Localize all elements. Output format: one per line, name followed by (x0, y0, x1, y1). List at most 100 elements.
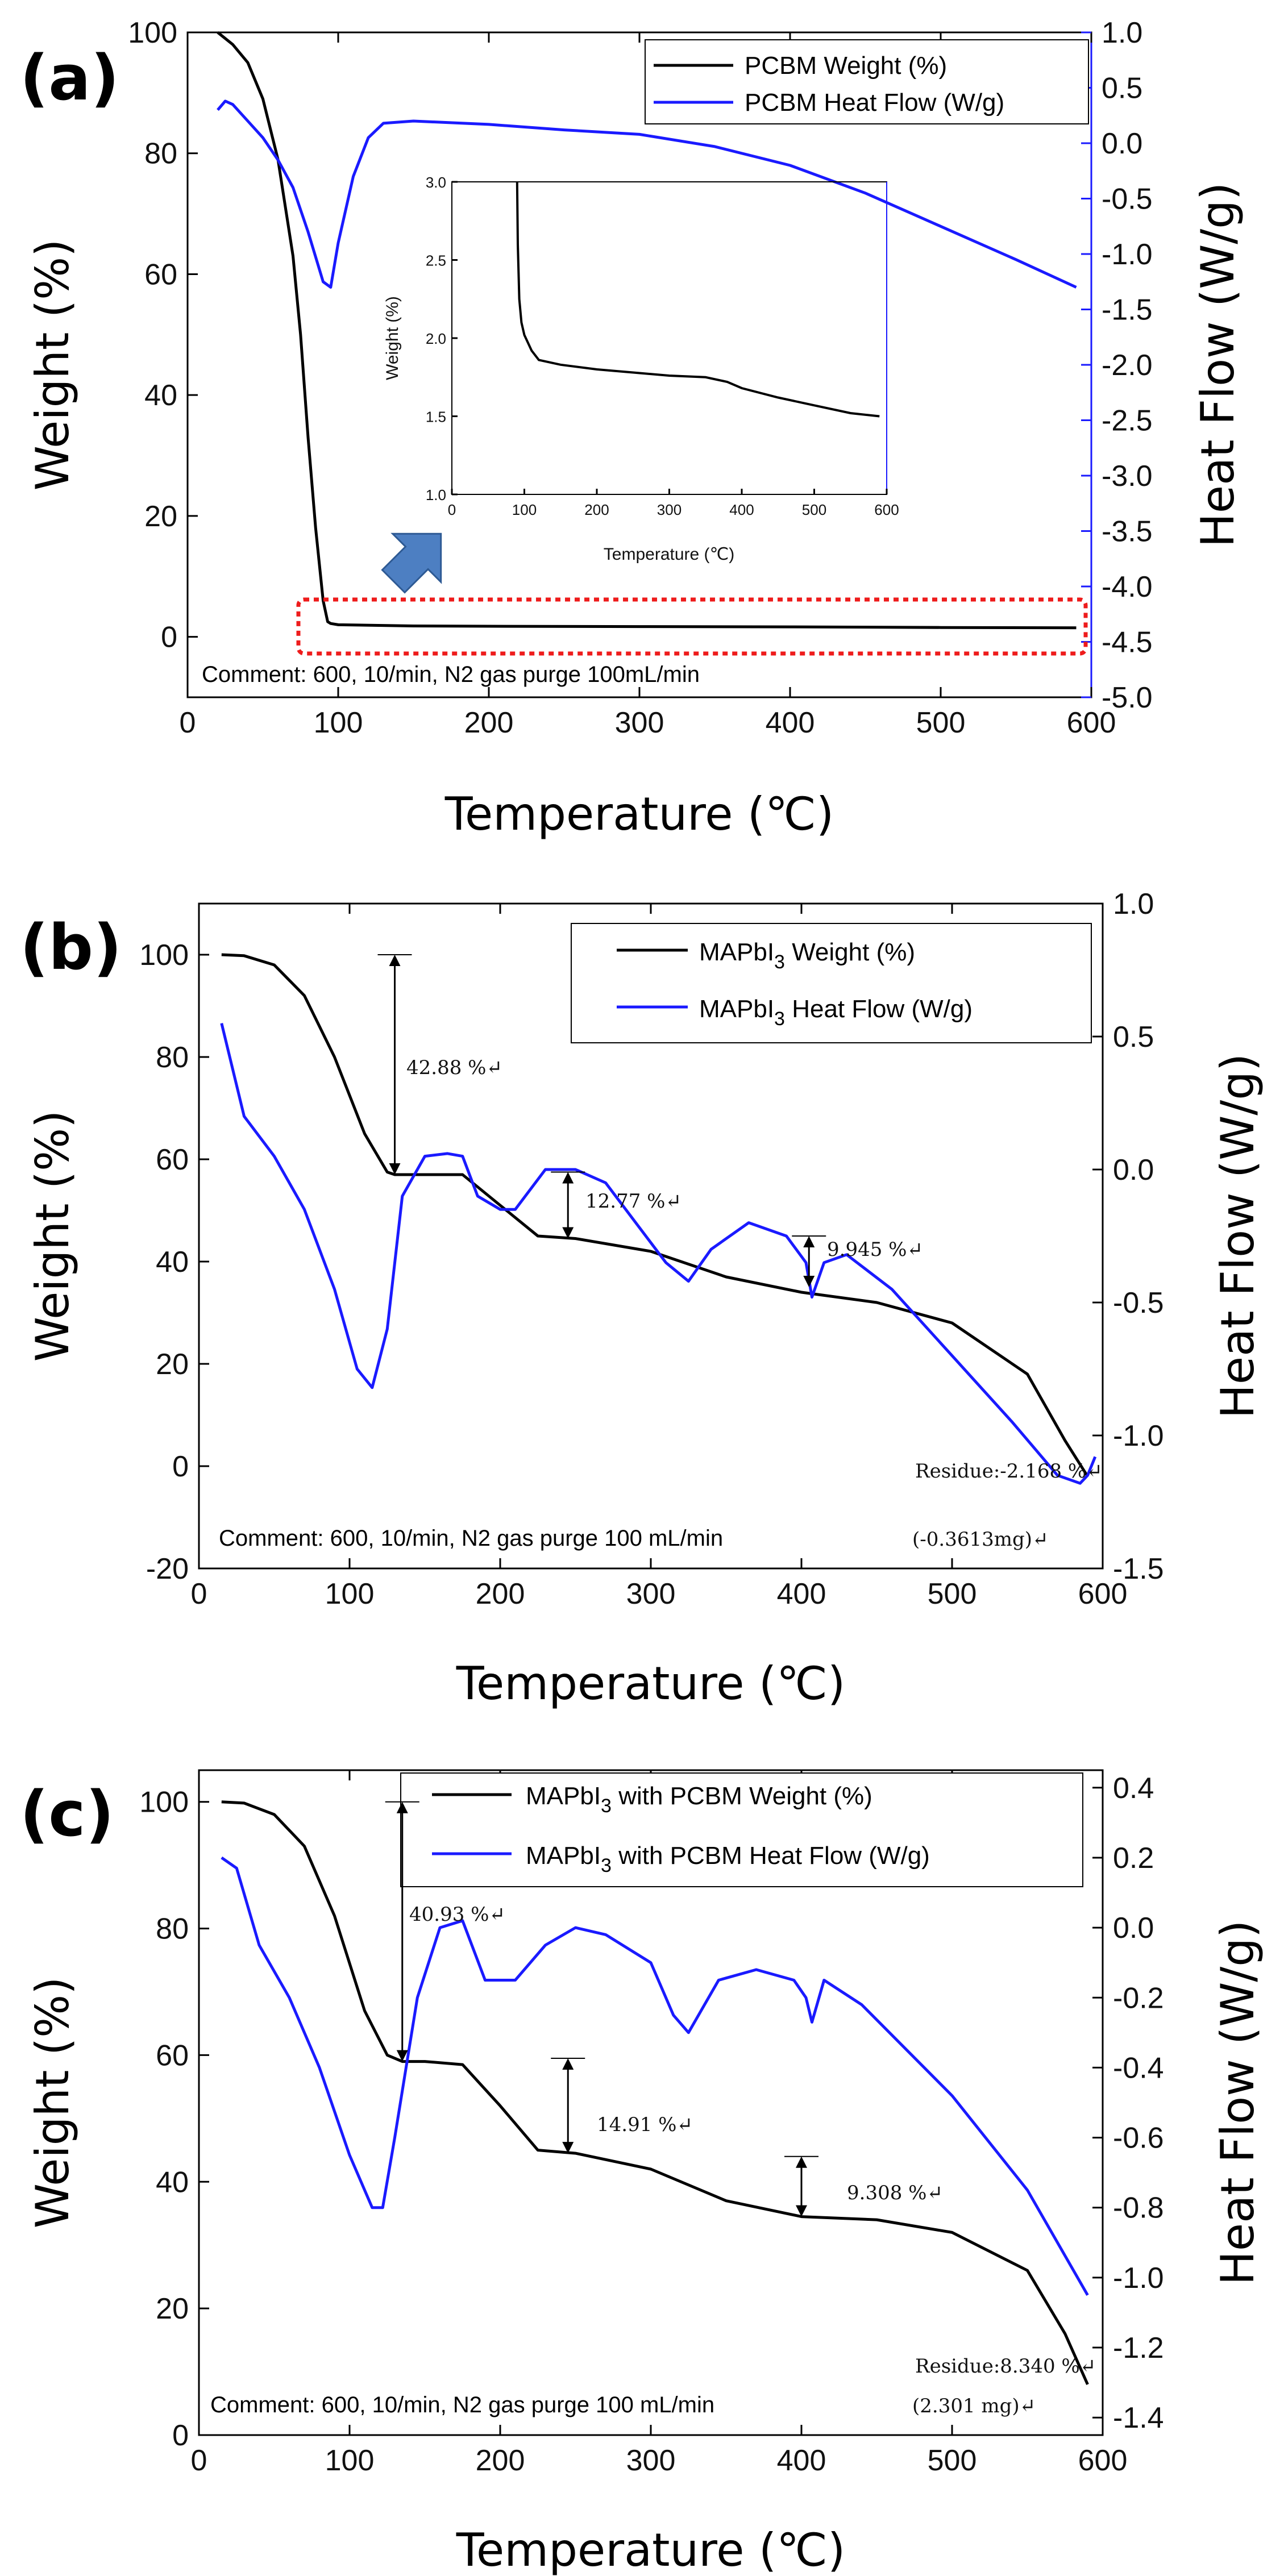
residue-label: Residue:8.340 %↵ (915, 2355, 1096, 2378)
panel-c-comment: Comment: 600, 10/min, N2 gas purge 100 m… (210, 2392, 714, 2417)
inset-x-tick-label: 500 (802, 501, 826, 518)
weight-curve (221, 1800, 1089, 2385)
y2-tick-label: 0.0 (1102, 127, 1142, 160)
inset-y-tick-label: 3.0 (426, 174, 446, 191)
y-tick-label: -20 (146, 1553, 189, 1585)
y-tick-label: 20 (144, 500, 177, 533)
inset-x-tick-label: 600 (874, 501, 899, 518)
panel-a-label: (a) (20, 41, 119, 114)
mass-loss-label-3: 9.308 %↵ (847, 2182, 943, 2204)
legend-label-weight: PCBM Weight (%) (745, 52, 947, 80)
panel-a-data-marks (217, 31, 1077, 630)
x-tick-label: 500 (928, 1578, 977, 1610)
y2-tick-label: -0.4 (1113, 2051, 1164, 2084)
x-tick-label: 100 (314, 706, 363, 739)
x-tick-label: 400 (777, 1578, 826, 1610)
panel-c-annotations: 40.93 %↵ 14.91 %↵ 9.308 %↵ Residue:8.340… (385, 1801, 1096, 2417)
x-tick-label: 300 (615, 706, 664, 739)
mass-loss-label-1: 42.88 %↵ (406, 1056, 502, 1079)
y2-tick-label: -4.0 (1102, 571, 1153, 604)
inset-x-tick-label: 100 (512, 501, 537, 518)
x-tick-label: 300 (626, 2444, 676, 2477)
mass-loss-arrow-2 (551, 2058, 585, 2154)
y-tick-label: 0 (172, 2419, 189, 2452)
panel-b-y-axis-label: Weight (%) (26, 1110, 79, 1362)
legend-label-weight: MAPbI3 with PCBM Weight (%) (526, 1782, 872, 1817)
heat-flow-curve (220, 1023, 1097, 1485)
y-tick-label: 100 (128, 16, 177, 49)
y2-tick-label: -1.5 (1102, 294, 1153, 327)
panel-a-legend: PCBM Weight (%) PCBM Heat Flow (W/g) (645, 39, 1089, 124)
inset-x-tick-label: 0 (448, 501, 456, 518)
y2-tick-label: -5.0 (1102, 681, 1153, 714)
y-tick-label: 20 (156, 1348, 189, 1381)
y-tick-label: 0 (161, 621, 177, 654)
x-tick-label: 200 (464, 706, 514, 739)
y2-tick-label: 0.5 (1113, 1021, 1154, 1054)
mass-loss-arrow-3 (784, 2155, 818, 2217)
y2-tick-label: -0.5 (1113, 1287, 1164, 1320)
y-tick-label: 40 (156, 1246, 189, 1279)
y-tick-label: 100 (139, 1786, 189, 1819)
y2-tick-label: -1.4 (1113, 2402, 1164, 2434)
panel-b-label: (b) (20, 911, 122, 984)
mass-loss-arrow-1 (377, 954, 412, 1175)
panel-b-x-axis-label: Temperature (℃) (456, 1657, 845, 1710)
inset-data-marks (516, 181, 880, 418)
panel-a-y-axis-label: Weight (%) (26, 239, 79, 491)
residue-mass-label: (-0.3613mg)↵ (912, 1528, 1048, 1551)
panel-c-legend: MAPbI3 with PCBM Weight (%) MAPbI3 with … (400, 1772, 1083, 1887)
y2-tick-label: -0.5 (1102, 183, 1153, 216)
panel-b-y2-axis-label: Heat Flow (W/g) (1211, 1054, 1264, 1419)
y2-tick-label: 0.2 (1113, 1842, 1154, 1875)
x-tick-label: 300 (626, 1578, 676, 1610)
y-tick-label: 40 (156, 2166, 189, 2199)
inset-y-tick-label: 2.0 (426, 330, 446, 347)
y2-tick-label: 1.0 (1102, 16, 1142, 49)
inset-x-tick-label: 400 (729, 501, 754, 518)
y-tick-label: 100 (139, 939, 189, 972)
y2-tick-label: -4.5 (1102, 626, 1153, 659)
plateau-highlight-box (296, 597, 1088, 656)
heat-flow-curve (217, 99, 1077, 289)
panel-a-ticks: 0 100 200 300 400 500 600 0 20 40 60 80 100 1.0 0.5 0.0… (128, 16, 1152, 739)
y-tick-label: 80 (144, 138, 177, 170)
mass-loss-label-3: 9.945 %↵ (827, 1238, 923, 1261)
y2-tick-label: 1.0 (1113, 888, 1154, 921)
y2-tick-label: 0.4 (1113, 1772, 1154, 1805)
x-tick-label: 400 (777, 2444, 826, 2477)
panel-b-ticks: 0 100 200 300 400 500 600-200204060801001.00.5… (139, 888, 1164, 1610)
heat-flow-curve (221, 1856, 1089, 2296)
y2-tick-label: -2.0 (1102, 349, 1153, 382)
panel-c-tga-mapbi3-pcbm: 0 100 200 300 400 500 600 0 20 40 60 80 100 0.4 0.2 0.0… (20, 1769, 1264, 2576)
inset-x-tick-label: 300 (657, 501, 682, 518)
x-tick-label: 600 (1067, 706, 1116, 739)
y2-tick-label: -1.2 (1113, 2332, 1164, 2365)
inset-y-axis-label: Weight (%) (383, 296, 402, 380)
x-tick-label: 600 (1078, 1578, 1128, 1610)
x-tick-label: 600 (1078, 2444, 1128, 2477)
y2-tick-label: -3.5 (1102, 515, 1153, 548)
x-tick-label: 0 (191, 1578, 207, 1610)
panel-b-annotations: 42.88 %↵ 12.77 %↵ 9.945 %↵ Residue:-2.16… (377, 954, 1103, 1551)
x-tick-label: 500 (928, 2444, 977, 2477)
mass-loss-label-2: 12.77 %↵ (585, 1190, 682, 1213)
y-tick-label: 0 (172, 1450, 189, 1483)
inset-x-tick-label: 200 (584, 501, 609, 518)
y-tick-label: 80 (156, 1913, 189, 1946)
y-tick-label: 20 (156, 2292, 189, 2325)
panel-c-y2-axis-label: Heat Flow (W/g) (1211, 1920, 1264, 2286)
y-tick-label: 60 (144, 258, 177, 291)
panel-c-data-marks (221, 1800, 1089, 2385)
y-tick-label: 60 (156, 2039, 189, 2072)
panel-b-comment: Comment: 600, 10/min, N2 gas purge 100 m… (219, 1526, 723, 1551)
y2-tick-label: -1.0 (1113, 2262, 1164, 2295)
y2-tick-label: -0.6 (1113, 2122, 1164, 2155)
mass-loss-label-2: 14.91 %↵ (597, 2113, 693, 2136)
residue-mass-label: (2.301 mg)↵ (912, 2395, 1036, 2417)
legend-label-heat-flow: PCBM Heat Flow (W/g) (745, 89, 1004, 116)
y-tick-label: 40 (144, 379, 177, 412)
panel-c-label: (c) (20, 1778, 114, 1850)
x-tick-label: 200 (476, 2444, 525, 2477)
